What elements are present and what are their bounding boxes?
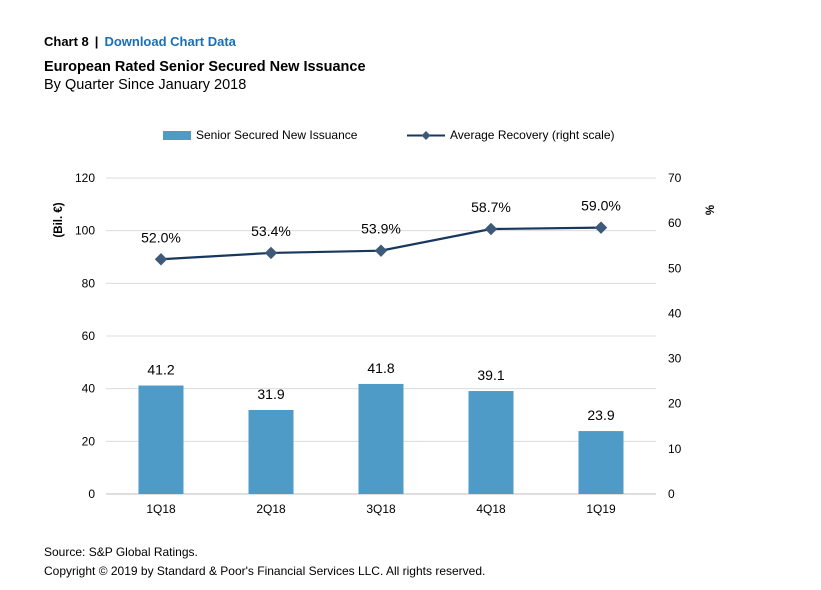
line-data-label: 53.4% <box>251 223 291 239</box>
y2-tick-label: 70 <box>668 171 682 185</box>
download-chart-data-link[interactable]: Download Chart Data <box>104 34 236 49</box>
bar <box>578 431 624 494</box>
y2-tick-label: 50 <box>668 261 682 275</box>
y-tick-label: 40 <box>82 382 96 396</box>
recovery-marker <box>374 244 388 257</box>
y2-tick-label: 20 <box>668 397 682 411</box>
bar-data-label: 31.9 <box>257 386 284 402</box>
header-separator: | <box>94 34 99 49</box>
legend-bar-label: Senior Secured New Issuance <box>196 128 358 142</box>
recovery-marker <box>154 253 168 266</box>
x-tick-label: 1Q18 <box>146 502 176 516</box>
line-data-label: 52.0% <box>141 229 181 245</box>
recovery-marker <box>484 222 498 236</box>
recovery-marker <box>264 246 278 260</box>
y-tick-label: 0 <box>88 487 95 501</box>
copyright-note: Copyright © 2019 by Standard & Poor's Fi… <box>44 564 486 578</box>
line-data-label: 58.7% <box>471 199 511 215</box>
y2-axis-title: % <box>705 205 717 215</box>
bar <box>468 391 514 494</box>
y2-tick-label: 0 <box>668 487 675 501</box>
chart-number: Chart 8 <box>44 34 89 49</box>
x-tick-label: 4Q18 <box>476 502 506 516</box>
chart-header: Chart 8 | Download Chart Data <box>44 34 236 49</box>
bar-data-label: 23.9 <box>587 407 614 423</box>
legend-line-label: Average Recovery (right scale) <box>450 128 615 142</box>
bar <box>358 383 404 494</box>
line-data-label: 53.9% <box>361 221 401 237</box>
y2-tick-label: 30 <box>668 352 682 366</box>
bar <box>138 385 184 494</box>
x-tick-label: 3Q18 <box>366 502 396 516</box>
legend-bar-swatch <box>163 131 191 140</box>
y-tick-label: 80 <box>82 276 96 290</box>
legend-line-marker <box>421 131 431 140</box>
chart-subtitle: By Quarter Since January 2018 <box>44 77 247 93</box>
y2-tick-label: 60 <box>668 216 682 230</box>
y-axis-title: (Bil. €) <box>53 202 65 237</box>
bar-data-label: 41.2 <box>147 362 174 378</box>
chart-title: European Rated Senior Secured New Issuan… <box>44 59 366 75</box>
source-note: Source: S&P Global Ratings. <box>44 545 198 559</box>
bar-data-label: 39.1 <box>477 367 504 383</box>
y-tick-label: 60 <box>82 329 96 343</box>
recovery-marker <box>594 221 608 234</box>
line-data-label: 59.0% <box>581 198 621 214</box>
x-tick-label: 1Q19 <box>586 502 616 516</box>
y2-tick-label: 10 <box>668 442 682 456</box>
y-tick-label: 20 <box>82 434 96 448</box>
y-tick-label: 120 <box>75 171 95 185</box>
bar <box>248 409 294 494</box>
bar-data-label: 41.8 <box>367 360 394 376</box>
y2-tick-label: 40 <box>668 306 682 320</box>
x-tick-label: 2Q18 <box>256 502 286 516</box>
y-tick-label: 100 <box>75 224 95 238</box>
chart: 0 20 40 60 80 100 120 0 10 20 30 40 50 60 70 (Bil. €) % 4… <box>53 128 717 516</box>
